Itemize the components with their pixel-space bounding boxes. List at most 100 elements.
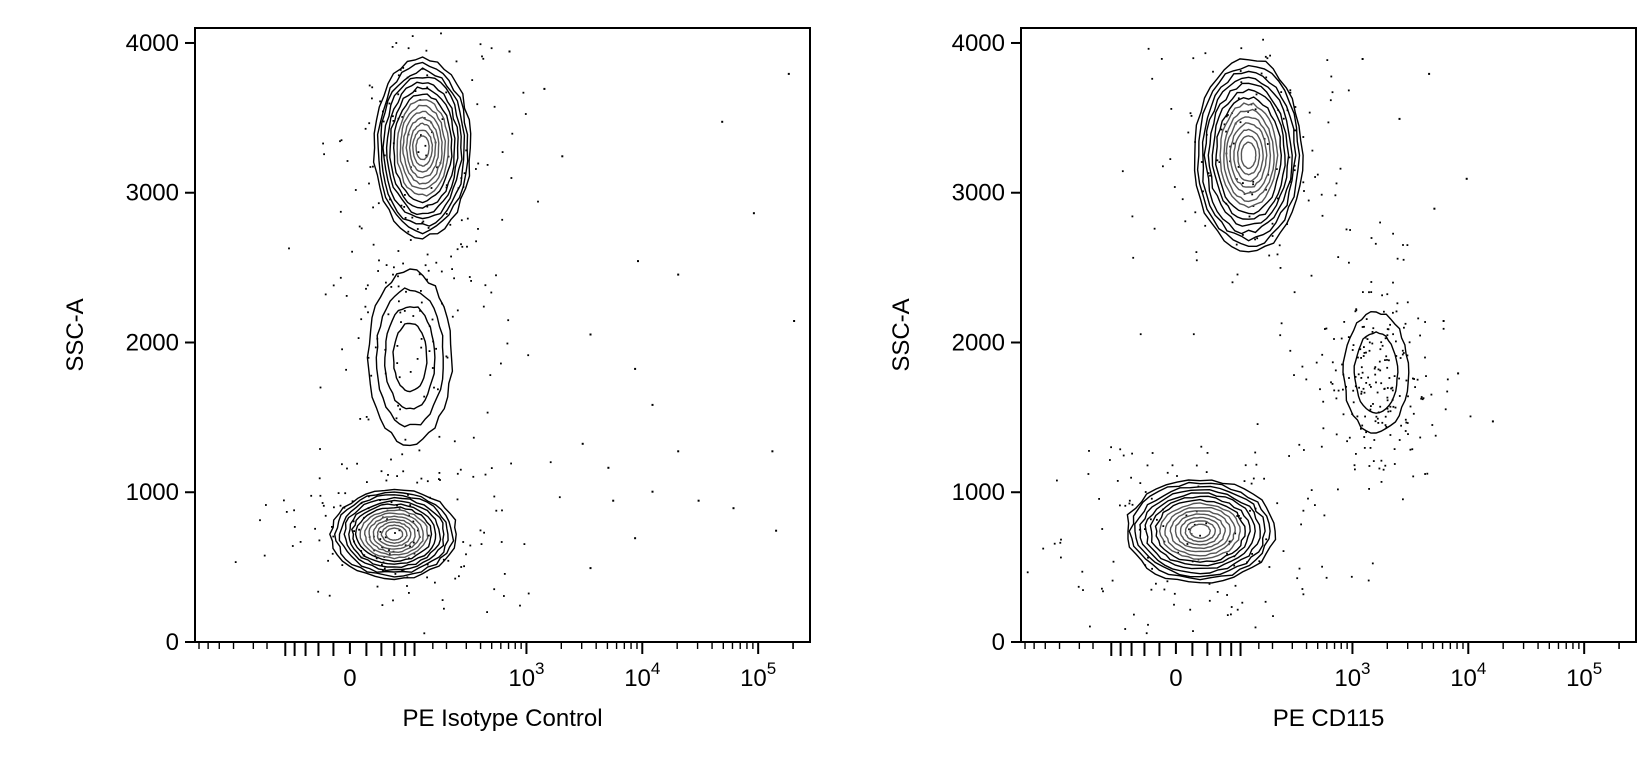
event-dot [1368, 291, 1370, 294]
event-dot [1189, 608, 1192, 611]
event-dot [1381, 421, 1384, 424]
event-dot [397, 404, 399, 407]
event-dot [483, 531, 485, 534]
event-dot [449, 223, 452, 226]
event-dot [411, 216, 414, 219]
x-tick-label: 104 [1450, 659, 1486, 692]
event-dot [1406, 244, 1409, 246]
x-tick-label: 105 [1566, 659, 1602, 692]
event-dot [426, 86, 429, 89]
event-dot [1195, 464, 1198, 467]
event-dot [527, 592, 530, 595]
outlier-event [1433, 207, 1436, 210]
event-dot [1430, 393, 1433, 396]
event-dot [511, 132, 514, 135]
event-dot [1146, 464, 1149, 467]
event-dot [397, 93, 400, 96]
event-dot [442, 558, 445, 561]
event-dot [390, 286, 393, 288]
event-dot [399, 408, 401, 411]
event-dot [1200, 445, 1203, 448]
event-dot [420, 134, 422, 136]
event-dot [1229, 540, 1232, 543]
event-dot [1333, 389, 1336, 392]
event-dot [501, 509, 503, 512]
event-dot [409, 371, 412, 373]
event-dot [397, 285, 400, 288]
event-dot [1298, 443, 1301, 446]
event-dot [412, 541, 415, 544]
event-dot [1374, 373, 1377, 376]
contour-line [1149, 495, 1251, 567]
event-dot [1293, 374, 1295, 376]
event-dot [1098, 498, 1100, 500]
event-dot [412, 315, 415, 317]
event-dot [1077, 585, 1080, 588]
event-dot [1314, 504, 1316, 506]
event-dot [1406, 354, 1409, 357]
event-dot [420, 290, 422, 292]
event-dot [1150, 497, 1153, 500]
event-dot [1059, 541, 1062, 544]
event-dot [423, 632, 426, 635]
event-dot [451, 268, 453, 270]
event-dot [399, 311, 402, 314]
event-dot [319, 448, 321, 450]
event-dot [1239, 70, 1242, 72]
contour-line [1214, 96, 1283, 215]
event-dot [1294, 129, 1296, 132]
event-dot [371, 86, 374, 89]
contour-plot-isotype: 0 1000 2000 3000 4000 0 103 104 105 PE Isotype Co… [62, 27, 811, 732]
event-dot [1368, 383, 1371, 386]
event-dot [1324, 328, 1326, 330]
y-tick-label: 2000 [126, 329, 179, 356]
flow-plot-isotype-control: 0 1000 2000 3000 4000 0 103 104 105 PE Isotype Co… [62, 27, 811, 732]
event-dot [1402, 258, 1405, 261]
event-dot [1248, 215, 1251, 218]
event-dot [1339, 167, 1342, 170]
event-dot [1335, 182, 1338, 185]
event-dot [1237, 166, 1240, 168]
event-dot [1398, 439, 1401, 441]
event-dot [1298, 567, 1301, 570]
event-dot [1384, 359, 1386, 361]
contour-line [1225, 116, 1272, 195]
event-dot [1265, 76, 1268, 79]
event-dot [1367, 579, 1370, 582]
event-dot [1404, 418, 1407, 421]
event-dot [405, 290, 407, 293]
contour-line [1134, 485, 1266, 578]
event-dot [1424, 473, 1426, 475]
event-dot [1121, 170, 1124, 173]
event-dot [1124, 504, 1127, 507]
event-dot [379, 499, 381, 501]
event-dot [1260, 72, 1263, 75]
event-dot [1360, 357, 1362, 359]
outlier-event [697, 499, 700, 502]
event-dot [417, 151, 420, 153]
event-dot [466, 245, 468, 248]
event-dot [387, 313, 390, 316]
event-dot [1379, 405, 1382, 408]
event-dot [374, 346, 377, 349]
event-dot [1387, 410, 1390, 413]
event-dot [327, 559, 329, 562]
event-dot [371, 97, 373, 100]
event-dot [495, 509, 498, 512]
event-dot [416, 358, 419, 360]
event-dot [1367, 376, 1369, 379]
event-dot [431, 367, 434, 369]
event-dot [1357, 373, 1360, 376]
event-dot [1280, 322, 1283, 325]
event-dot [456, 472, 459, 475]
event-dot [558, 496, 561, 499]
event-dot [461, 245, 464, 248]
event-dot [1365, 318, 1368, 320]
event-dot [1372, 327, 1375, 330]
event-dot [455, 60, 458, 63]
event-dot [1381, 344, 1384, 347]
event-dot [387, 474, 389, 476]
event-dot [340, 139, 343, 142]
event-dot [1302, 181, 1305, 184]
event-dot [1363, 352, 1366, 354]
